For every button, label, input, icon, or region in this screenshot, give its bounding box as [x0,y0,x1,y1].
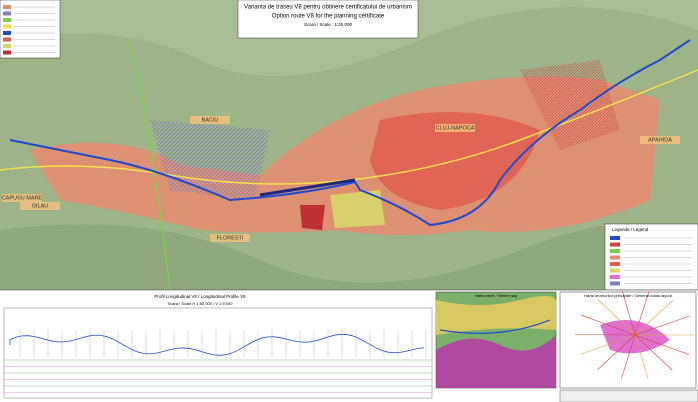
label-bg [435,124,475,132]
key-swatch [3,18,11,22]
road-line [634,300,674,336]
road-line [581,314,636,336]
road-line [597,299,636,336]
road-line [580,334,636,355]
roads-title: Harta drumurilor principale / General ro… [584,293,672,298]
road-line [634,291,650,336]
place-label: GILAU [32,203,49,209]
relief-mid [436,296,557,335]
stamp [559,389,698,402]
legend-swatch [610,242,620,247]
route-tunnel [259,178,356,197]
key-box [0,0,61,59]
title-box [237,0,419,39]
label-bg [210,234,250,242]
road-line [634,334,673,371]
place-label: BACIU [202,117,219,123]
key-swatch [3,5,11,9]
title: Varianta de traseu V8 pentru obtinere ce… [244,5,412,11]
scale: Scara / Scale : 1:25 000 [304,22,353,27]
profile-line [9,333,425,356]
key-swatch [3,44,11,48]
legend-swatch [610,249,620,253]
relief-route [439,319,551,334]
road-line [622,290,636,336]
legend-swatch [610,275,620,279]
label-bg [190,116,230,124]
key-swatch [3,11,11,16]
label-bg [640,136,680,144]
planned-zone [520,60,620,150]
road-line [597,334,636,371]
key-swatch [3,37,11,42]
legend-rows [610,236,692,286]
road [129,39,171,291]
key-swatch [3,24,11,29]
legend-swatch [610,236,620,240]
subtitle: Option route V8 for the planning certifi… [272,14,385,20]
legend-swatch [610,262,620,266]
key-rows [3,5,55,55]
terrain [0,224,698,290]
legend-swatch [610,255,620,260]
key-swatch [3,50,11,55]
legend-swatch [610,281,620,286]
road-line [621,334,636,379]
road-network [575,290,695,379]
road-line [634,334,690,355]
label-bg [20,202,60,210]
legend-box [604,223,698,291]
profile-title: Profil Longitudinal V8 / Longitudinal Pr… [154,294,246,299]
profile-frame [3,307,433,399]
place-label: APAHIDA [648,137,672,143]
relief-high [436,335,556,388]
profile [3,307,433,399]
label-bg [2,194,42,202]
key-swatch [3,31,11,35]
zone [300,205,325,230]
road-line [634,315,690,336]
zone [330,190,385,228]
route-v8 [9,39,691,227]
profile-scale: Scara / Scale H 1:50 000 / V 1:5 000 [168,301,234,306]
legend-swatch [610,268,620,273]
place-label: FLORESTI [217,235,244,241]
road-line [634,334,649,379]
relief-title: Harta relief / Relief map [475,293,518,298]
place-label: CAPUSU MARE [2,195,43,201]
place-label: CLUJ-NAPOCA [436,125,475,131]
urban-area [30,76,660,236]
legend-title: Legenda / Legend [612,227,649,232]
